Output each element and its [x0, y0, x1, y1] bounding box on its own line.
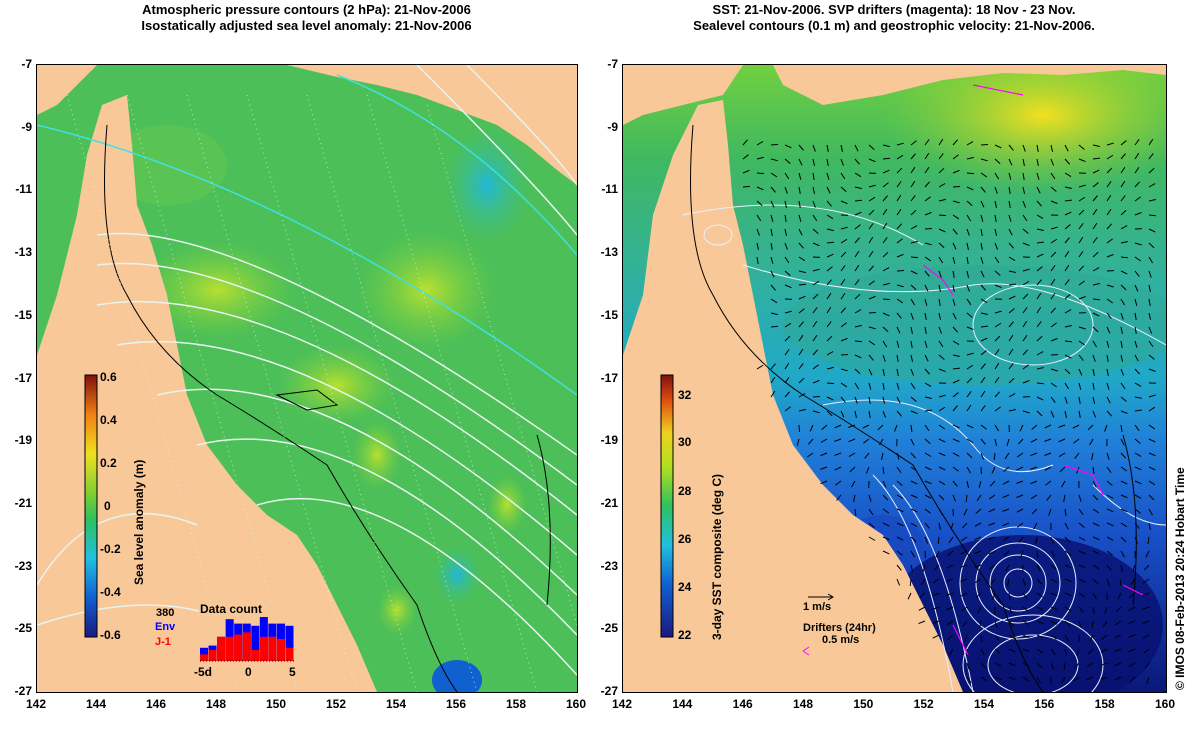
longitude-tick: 158 [1094, 697, 1115, 711]
inset-xtick: 5 [289, 665, 296, 679]
inset-xtick: -5d [194, 665, 212, 679]
sla-colorbar-tick: 0.2 [100, 456, 117, 470]
sla-colorbar-tick: -0.2 [100, 542, 121, 556]
j1-count-bar [217, 636, 226, 661]
longitude-tick: 152 [325, 697, 347, 711]
inset-xtick: 0 [245, 665, 252, 679]
right-title-line1: SST: 21-Nov-2006. SVP drifters (magenta)… [712, 2, 1076, 17]
longitude-tick: 160 [1154, 697, 1176, 711]
longitude-tick: 160 [565, 697, 587, 711]
env-count-bar [285, 625, 294, 661]
data-count-bars [200, 617, 294, 662]
latitude-tick: -15 [14, 307, 32, 322]
j1-count-bar [242, 632, 251, 661]
longitude-tick: 156 [445, 697, 467, 711]
j1-count-bar [251, 650, 260, 661]
latitude-tick: -21 [600, 495, 618, 510]
sst-colorbar-tick: 32 [678, 388, 692, 402]
j1-count-bar [259, 636, 268, 661]
latitude-tick: -27 [600, 684, 618, 698]
latitude-tick: -13 [600, 245, 618, 260]
credit-text: © IMOS 08-Feb-2013 20:24 Hobart Time [1173, 467, 1187, 690]
latitude-tick: -19 [600, 433, 618, 448]
j1-count-bar [200, 654, 209, 661]
sla-colorbar-tick: -0.6 [100, 628, 121, 642]
inset-env-label: Env [155, 621, 176, 633]
longitude-tick: 156 [1034, 697, 1055, 711]
left-title-line1: Atmospheric pressure contours (2 hPa): 2… [142, 2, 471, 17]
longitude-tick: 148 [205, 697, 227, 711]
sst-colorbar-tick: 24 [678, 580, 692, 594]
j1-count-bar [234, 634, 243, 661]
longitude-tick: 142 [25, 697, 47, 711]
longitude-tick: 150 [853, 697, 874, 711]
longitude-tick: 144 [672, 697, 693, 711]
latitude-tick: -13 [14, 245, 32, 260]
latitude-tick: -9 [607, 119, 618, 134]
j1-count-bar [285, 647, 294, 661]
longitude-tick: 144 [85, 697, 107, 711]
latitude-tick: -7 [607, 57, 618, 71]
sla-colorbar-tick: 0.4 [100, 413, 117, 427]
latitude-tick: -23 [600, 558, 618, 573]
longitude-tick: 154 [385, 697, 407, 711]
j1-count-bar [225, 636, 234, 661]
latitude-tick: -23 [14, 558, 32, 573]
sst-colorbar-tick: 28 [678, 484, 692, 498]
drifter-speed-label: 0.5 m/s [822, 634, 860, 646]
left-title-line2: Isostatically adjusted sea level anomaly… [141, 18, 472, 33]
latitude-tick: -11 [601, 182, 618, 197]
latitude-tick: -9 [21, 119, 32, 134]
longitude-tick: 152 [913, 697, 934, 711]
longitude-tick: 158 [505, 697, 527, 711]
longitude-tick: 146 [145, 697, 167, 711]
longitude-tick: 150 [265, 697, 287, 711]
inset-title: Data count [200, 602, 263, 616]
sla-colorbar-tick: 0 [104, 499, 111, 513]
latitude-tick: -25 [14, 621, 32, 636]
inset-count: 380 [156, 607, 175, 619]
j1-count-bar [276, 639, 285, 661]
sea-level-anomaly-map [36, 64, 578, 693]
latitude-tick: -17 [14, 370, 32, 385]
velocity-scale-label: 1 m/s [803, 601, 832, 613]
j1-count-bar [268, 636, 277, 661]
sla-colorbar-tick: -0.4 [100, 585, 121, 599]
drifters-label: Drifters (24hr) [803, 622, 876, 634]
latitude-tick: -27 [14, 684, 32, 698]
sst-colorbar-label: 3-day SST composite (deg C) [710, 473, 724, 640]
latitude-tick: -25 [600, 621, 618, 636]
j1-count-bar [208, 650, 217, 661]
longitude-tick: 142 [611, 697, 633, 711]
env-count-bar [251, 625, 260, 661]
longitude-tick: 154 [973, 697, 995, 711]
longitude-tick: 146 [732, 697, 753, 711]
inset-j1-label: J-1 [155, 636, 171, 648]
right-title-line2: Sealevel contours (0.1 m) and geostrophi… [693, 18, 1095, 33]
latitude-tick: -19 [14, 433, 32, 448]
latitude-tick: -11 [15, 182, 32, 197]
sst-map [622, 64, 1167, 693]
env-count-bar [200, 647, 209, 661]
sla-colorbar-label: Sea level anomaly (m) [132, 459, 146, 585]
longitude-tick: 148 [792, 697, 814, 711]
latitude-tick: -17 [600, 370, 618, 385]
sst-colorbar-tick: 22 [678, 628, 692, 642]
sla-colorbar-tick: 0.6 [100, 370, 117, 384]
sst-colorbar-tick: 30 [678, 435, 692, 449]
latitude-tick: -7 [21, 57, 32, 71]
latitude-tick: -15 [600, 307, 618, 322]
latitude-tick: -21 [14, 495, 32, 510]
sst-colorbar-tick: 26 [678, 532, 692, 546]
